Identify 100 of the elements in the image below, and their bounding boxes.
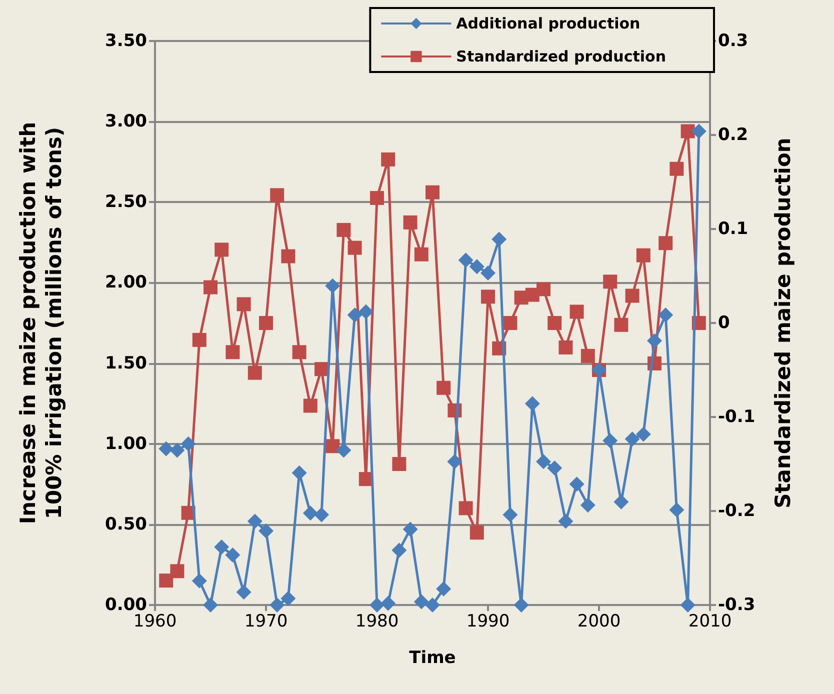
point	[647, 333, 662, 348]
point	[159, 574, 174, 588]
x-tick-label: 1980	[355, 612, 399, 632]
point	[170, 442, 185, 458]
y-tick-label: 2.00	[105, 272, 148, 293]
point	[481, 290, 495, 304]
point	[658, 307, 674, 322]
point	[270, 598, 285, 612]
point	[292, 465, 307, 480]
y-tick-label: 1.00	[105, 434, 148, 454]
point	[524, 396, 540, 412]
point	[180, 436, 196, 452]
point	[158, 441, 174, 456]
point	[402, 522, 418, 537]
y-tick-label: 0.50	[105, 514, 148, 534]
point	[170, 564, 184, 578]
point	[636, 248, 650, 262]
point	[303, 398, 318, 413]
point	[624, 432, 640, 447]
point	[680, 124, 695, 138]
point	[214, 242, 229, 257]
point	[204, 280, 218, 294]
point	[347, 307, 362, 322]
point	[192, 573, 207, 588]
y-tick-label: 3.50	[105, 31, 148, 51]
point	[203, 598, 218, 612]
point	[514, 598, 529, 612]
y-tick-label: 2.50	[105, 192, 148, 212]
point	[580, 348, 595, 363]
point	[458, 501, 473, 516]
point	[192, 332, 206, 347]
point	[447, 454, 462, 470]
point	[302, 506, 318, 521]
point	[314, 362, 328, 376]
point	[680, 598, 696, 612]
point	[614, 318, 628, 332]
point	[358, 304, 374, 320]
y2-tick-label: 0.2	[718, 125, 748, 145]
point	[492, 232, 507, 247]
y2-tick-label: 0.3	[718, 31, 748, 51]
point	[502, 507, 518, 522]
point	[381, 152, 396, 166]
point	[236, 584, 252, 600]
point	[392, 457, 406, 471]
point	[325, 278, 340, 294]
point	[226, 345, 240, 360]
point	[370, 598, 384, 612]
point	[503, 316, 518, 330]
point	[336, 442, 352, 458]
point	[536, 282, 550, 296]
y2-tick-label: 0.1	[718, 219, 748, 239]
point	[403, 215, 418, 230]
point	[691, 124, 706, 139]
y2-tick-label: -0.1	[718, 407, 756, 427]
point	[258, 523, 274, 538]
point	[281, 249, 296, 264]
point	[248, 366, 262, 380]
point	[247, 514, 262, 529]
point	[214, 539, 230, 554]
point	[392, 542, 407, 558]
point	[547, 460, 562, 476]
point	[602, 433, 618, 448]
point	[259, 316, 273, 330]
point	[280, 591, 296, 606]
point	[414, 594, 429, 610]
point	[614, 494, 629, 510]
y2-tick-label: -0.2	[718, 501, 756, 521]
y-axis-title: Increase in maize production with 100% irrigation (millions of tons)	[16, 122, 66, 524]
legend-label: Standardized production	[456, 48, 666, 66]
point	[470, 526, 484, 540]
y-tick-label: 1.50	[105, 353, 148, 374]
x-tick-label: 2000	[577, 612, 621, 632]
point	[558, 340, 573, 354]
point	[348, 240, 362, 255]
point	[292, 345, 306, 360]
point	[669, 502, 684, 518]
x-tick-label: 1970	[244, 612, 288, 632]
point	[569, 476, 584, 492]
point	[436, 581, 452, 596]
point	[270, 188, 284, 202]
legend-label: Additional production	[456, 14, 640, 32]
point	[636, 426, 651, 442]
x-tick-label: 1990	[466, 612, 510, 632]
point	[458, 252, 474, 268]
point	[414, 247, 428, 262]
point	[625, 288, 640, 303]
x-axis-title: Time	[409, 648, 456, 668]
y2-tick-label: 0	[718, 313, 730, 333]
point	[225, 548, 240, 563]
y2-axis-title: Standardized maize production	[771, 138, 795, 508]
point	[670, 162, 684, 176]
point	[425, 598, 440, 612]
point	[570, 304, 584, 319]
point	[314, 507, 329, 522]
point	[536, 454, 551, 470]
point	[370, 190, 384, 205]
point	[236, 297, 251, 312]
y-tick-label: 3.00	[105, 112, 148, 132]
point	[558, 514, 574, 529]
point	[426, 185, 440, 200]
